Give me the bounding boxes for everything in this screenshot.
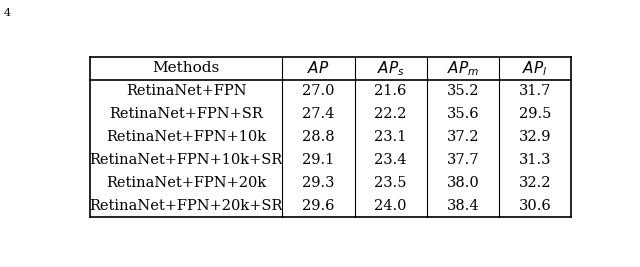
Text: 27.0: 27.0 (302, 84, 335, 98)
Text: 32.2: 32.2 (518, 176, 551, 190)
Text: Methods: Methods (152, 61, 220, 75)
Text: 32.9: 32.9 (518, 130, 551, 144)
Text: RetinaNet+FPN+20k+SR: RetinaNet+FPN+20k+SR (90, 199, 283, 213)
Text: RetinaNet+FPN+20k: RetinaNet+FPN+20k (106, 176, 266, 190)
Text: 29.6: 29.6 (302, 199, 335, 213)
Text: 35.2: 35.2 (447, 84, 479, 98)
Text: 29.3: 29.3 (302, 176, 335, 190)
Text: 29.5: 29.5 (519, 107, 551, 121)
Text: $AP_l$: $AP_l$ (522, 59, 548, 77)
Text: 4: 4 (3, 8, 10, 18)
Text: 37.7: 37.7 (447, 153, 479, 167)
Text: 30.6: 30.6 (518, 199, 551, 213)
Text: 23.4: 23.4 (374, 153, 407, 167)
Text: 37.2: 37.2 (447, 130, 479, 144)
Text: 28.8: 28.8 (302, 130, 335, 144)
Text: 29.1: 29.1 (302, 153, 335, 167)
Text: 31.7: 31.7 (519, 84, 551, 98)
Text: 31.3: 31.3 (518, 153, 551, 167)
Text: 35.6: 35.6 (447, 107, 479, 121)
Text: 22.2: 22.2 (374, 107, 407, 121)
Text: 23.1: 23.1 (374, 130, 407, 144)
Text: 21.6: 21.6 (374, 84, 407, 98)
Text: RetinaNet+FPN: RetinaNet+FPN (126, 84, 246, 98)
Text: 24.0: 24.0 (374, 199, 407, 213)
Text: RetinaNet+FPN+SR: RetinaNet+FPN+SR (109, 107, 263, 121)
Text: 27.4: 27.4 (302, 107, 335, 121)
Text: $AP$: $AP$ (307, 60, 330, 76)
Text: $AP_s$: $AP_s$ (377, 59, 404, 77)
Text: 23.5: 23.5 (374, 176, 407, 190)
Text: RetinaNet+FPN+10k: RetinaNet+FPN+10k (106, 130, 266, 144)
Text: $AP_m$: $AP_m$ (447, 59, 479, 77)
Text: 38.0: 38.0 (447, 176, 479, 190)
Text: RetinaNet+FPN+10k+SR: RetinaNet+FPN+10k+SR (90, 153, 283, 167)
Text: 38.4: 38.4 (447, 199, 479, 213)
